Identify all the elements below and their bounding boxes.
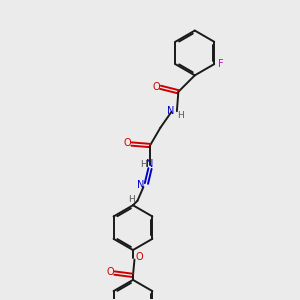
Text: N: N bbox=[167, 106, 175, 116]
Text: O: O bbox=[136, 253, 143, 262]
Text: O: O bbox=[106, 267, 114, 278]
Text: O: O bbox=[152, 82, 160, 92]
Text: F: F bbox=[218, 59, 224, 69]
Text: H: H bbox=[140, 160, 147, 169]
Text: H: H bbox=[177, 111, 184, 120]
Text: H: H bbox=[128, 195, 135, 204]
Text: N: N bbox=[137, 180, 145, 190]
Text: O: O bbox=[123, 138, 131, 148]
Text: N: N bbox=[146, 159, 154, 169]
